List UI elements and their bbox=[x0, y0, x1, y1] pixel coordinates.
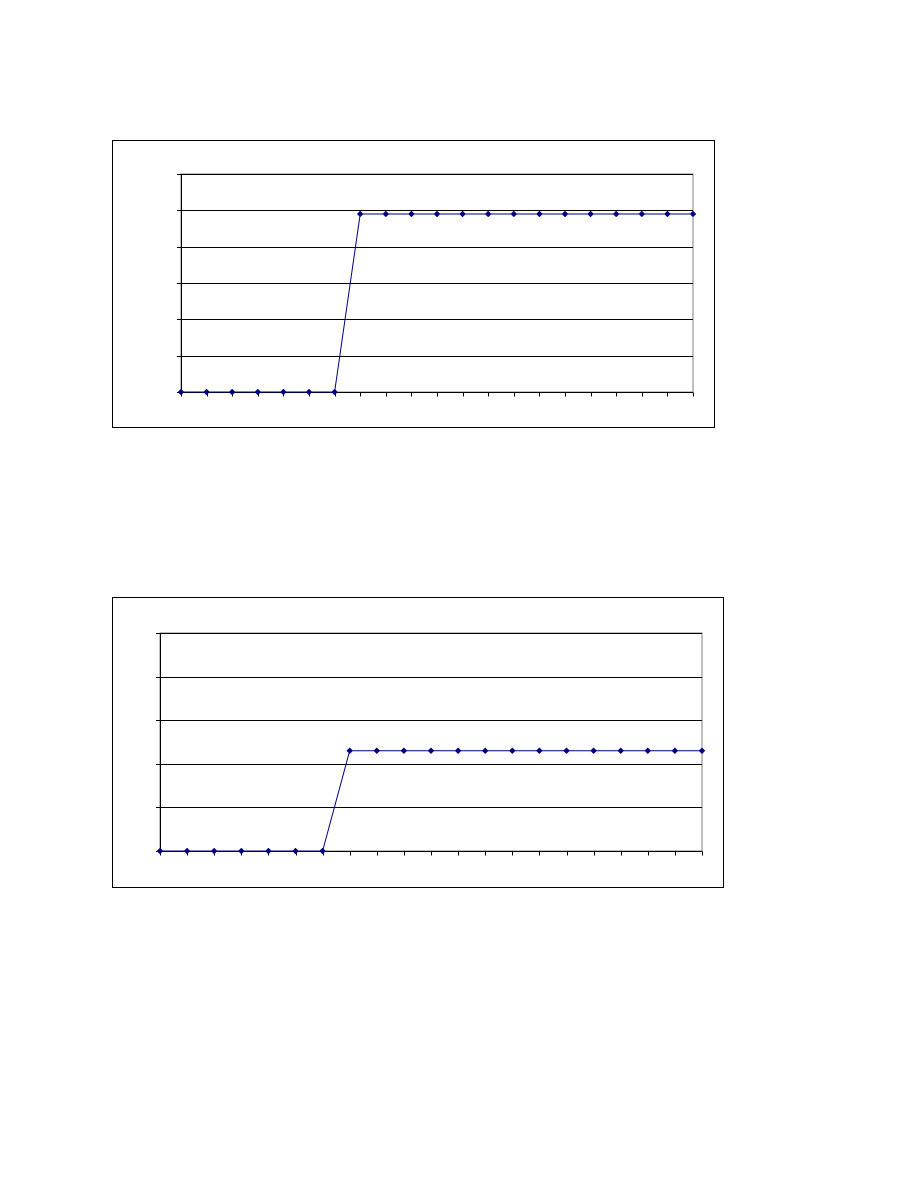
data-point-marker bbox=[265, 847, 272, 855]
data-point-marker bbox=[590, 747, 597, 755]
data-point-marker bbox=[177, 388, 185, 396]
line-chart-bottom bbox=[112, 597, 724, 888]
data-point-marker bbox=[305, 388, 313, 396]
data-point-marker bbox=[664, 210, 671, 218]
data-point-marker bbox=[459, 210, 466, 218]
data-point-marker bbox=[292, 847, 299, 855]
data-point-marker bbox=[433, 210, 441, 218]
data-point-marker bbox=[508, 747, 516, 755]
data-point-marker bbox=[183, 847, 191, 855]
data-point-marker bbox=[481, 747, 489, 755]
data-point-marker bbox=[382, 210, 390, 218]
data-point-marker bbox=[638, 210, 646, 218]
chart-plot-bottom bbox=[156, 632, 706, 856]
data-point-marker bbox=[254, 388, 262, 396]
data-point-marker bbox=[427, 747, 435, 755]
data-point-marker bbox=[203, 388, 210, 396]
series-line bbox=[181, 213, 693, 393]
data-point-marker bbox=[228, 388, 236, 396]
data-point-marker bbox=[408, 210, 415, 218]
data-point-marker bbox=[346, 747, 354, 755]
data-point-marker bbox=[331, 388, 338, 396]
data-point-marker bbox=[319, 847, 326, 855]
data-point-marker bbox=[536, 747, 543, 755]
data-point-marker bbox=[356, 210, 364, 218]
data-point-marker bbox=[698, 747, 706, 755]
chart-plot-top bbox=[177, 173, 697, 397]
data-point-marker bbox=[373, 747, 381, 755]
line-chart-top bbox=[112, 140, 715, 428]
data-point-marker bbox=[510, 210, 518, 218]
data-point-marker bbox=[563, 747, 570, 755]
data-point-marker bbox=[689, 210, 697, 218]
data-point-marker bbox=[400, 747, 408, 755]
data-point-marker bbox=[671, 747, 679, 755]
data-point-marker bbox=[454, 747, 462, 755]
plot-area-border bbox=[159, 632, 703, 852]
data-point-marker bbox=[612, 210, 620, 218]
data-point-marker bbox=[587, 210, 594, 218]
data-point-marker bbox=[484, 210, 492, 218]
data-point-marker bbox=[536, 210, 543, 218]
data-point-marker bbox=[237, 847, 245, 855]
data-point-marker bbox=[617, 747, 625, 755]
data-point-marker bbox=[156, 847, 164, 855]
data-point-marker bbox=[280, 388, 287, 396]
data-point-marker bbox=[644, 747, 652, 755]
data-point-marker bbox=[561, 210, 569, 218]
data-point-marker bbox=[210, 847, 218, 855]
series-line bbox=[160, 750, 702, 852]
